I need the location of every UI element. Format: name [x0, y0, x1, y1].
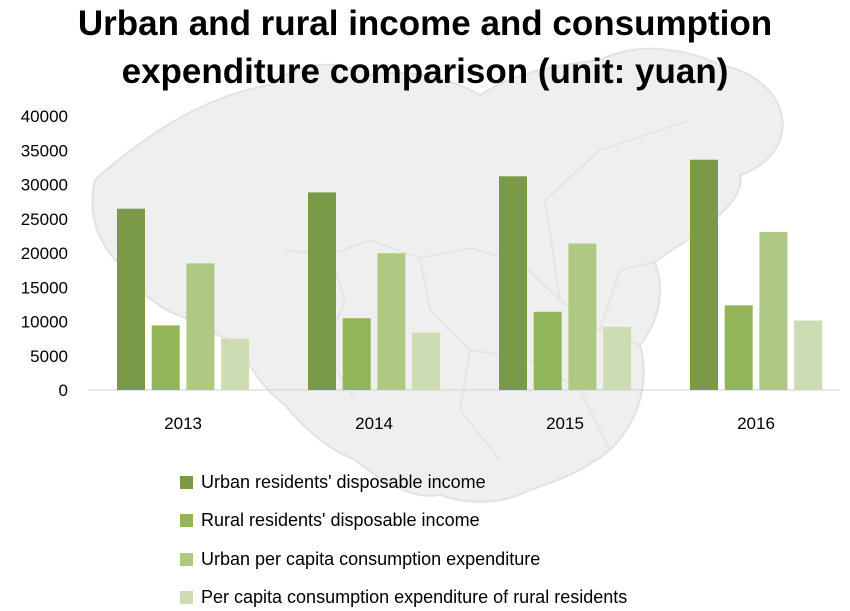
bar-2015-series-2 — [533, 311, 562, 390]
legend-swatch — [180, 475, 193, 489]
chart-title-line-1: Urban and rural income and consumption — [77, 4, 773, 43]
chart-title-line-2: expenditure comparison (unit: yuan) — [121, 52, 729, 91]
legend-label: Urban residents' disposable income — [201, 471, 486, 492]
y-tick-label: 40000 — [21, 107, 68, 126]
bar-2014-series-3 — [377, 253, 406, 390]
legend-label: Urban per capita consumption expenditure — [201, 548, 541, 569]
bar-2014-series-4 — [412, 332, 441, 390]
legend-item: Rural residents' disposable income — [180, 502, 627, 541]
y-axis: 0 5000 10000 15000 20000 25000 30000 35000 40000 — [21, 107, 68, 400]
legend-item: Urban per capita consumption expenditure — [180, 540, 627, 579]
bar-2016-series-1 — [690, 159, 718, 390]
bar-2014-series-1 — [308, 192, 336, 390]
bar-2013-series-3 — [186, 263, 215, 390]
bar-2013-series-4 — [221, 338, 250, 390]
y-tick-label: 20000 — [21, 244, 68, 263]
legend-item: Urban residents' disposable income — [180, 463, 627, 502]
legend-label: Rural residents' disposable income — [201, 510, 480, 531]
legend: Urban residents' disposable income Rural … — [180, 463, 627, 611]
x-axis-category-labels: 2013 2014 2015 2016 — [164, 414, 775, 433]
bar-2015-series-3 — [568, 243, 597, 390]
x-category-label: 2015 — [546, 414, 584, 433]
legend-label: Per capita consumption expenditure of ru… — [201, 587, 628, 608]
y-tick-label: 30000 — [21, 176, 68, 195]
bar-2013-series-2 — [151, 325, 180, 390]
bar-2015-series-1 — [499, 176, 527, 390]
bar-2016-series-4 — [794, 320, 823, 390]
chart-title: Urban and rural income and consumption e… — [0, 0, 850, 96]
bars-group — [117, 159, 823, 390]
bar-2013-series-1 — [117, 208, 145, 390]
bar-2016-series-3 — [759, 231, 788, 390]
legend-swatch — [180, 514, 193, 528]
x-category-label: 2014 — [355, 414, 393, 433]
y-tick-label: 25000 — [21, 210, 68, 229]
y-tick-label: 10000 — [21, 313, 68, 332]
y-tick-label: 15000 — [21, 278, 68, 297]
legend-item: Per capita consumption expenditure of ru… — [180, 579, 627, 611]
y-tick-label: 5000 — [30, 347, 68, 366]
bar-2016-series-2 — [724, 305, 753, 390]
y-tick-label: 35000 — [21, 141, 68, 160]
bar-2014-series-2 — [342, 318, 371, 390]
x-category-label: 2013 — [164, 414, 202, 433]
y-tick-label: 0 — [59, 381, 68, 400]
legend-swatch — [180, 591, 193, 605]
legend-swatch — [180, 552, 193, 566]
bar-2015-series-4 — [603, 326, 632, 390]
x-category-label: 2016 — [737, 414, 775, 433]
